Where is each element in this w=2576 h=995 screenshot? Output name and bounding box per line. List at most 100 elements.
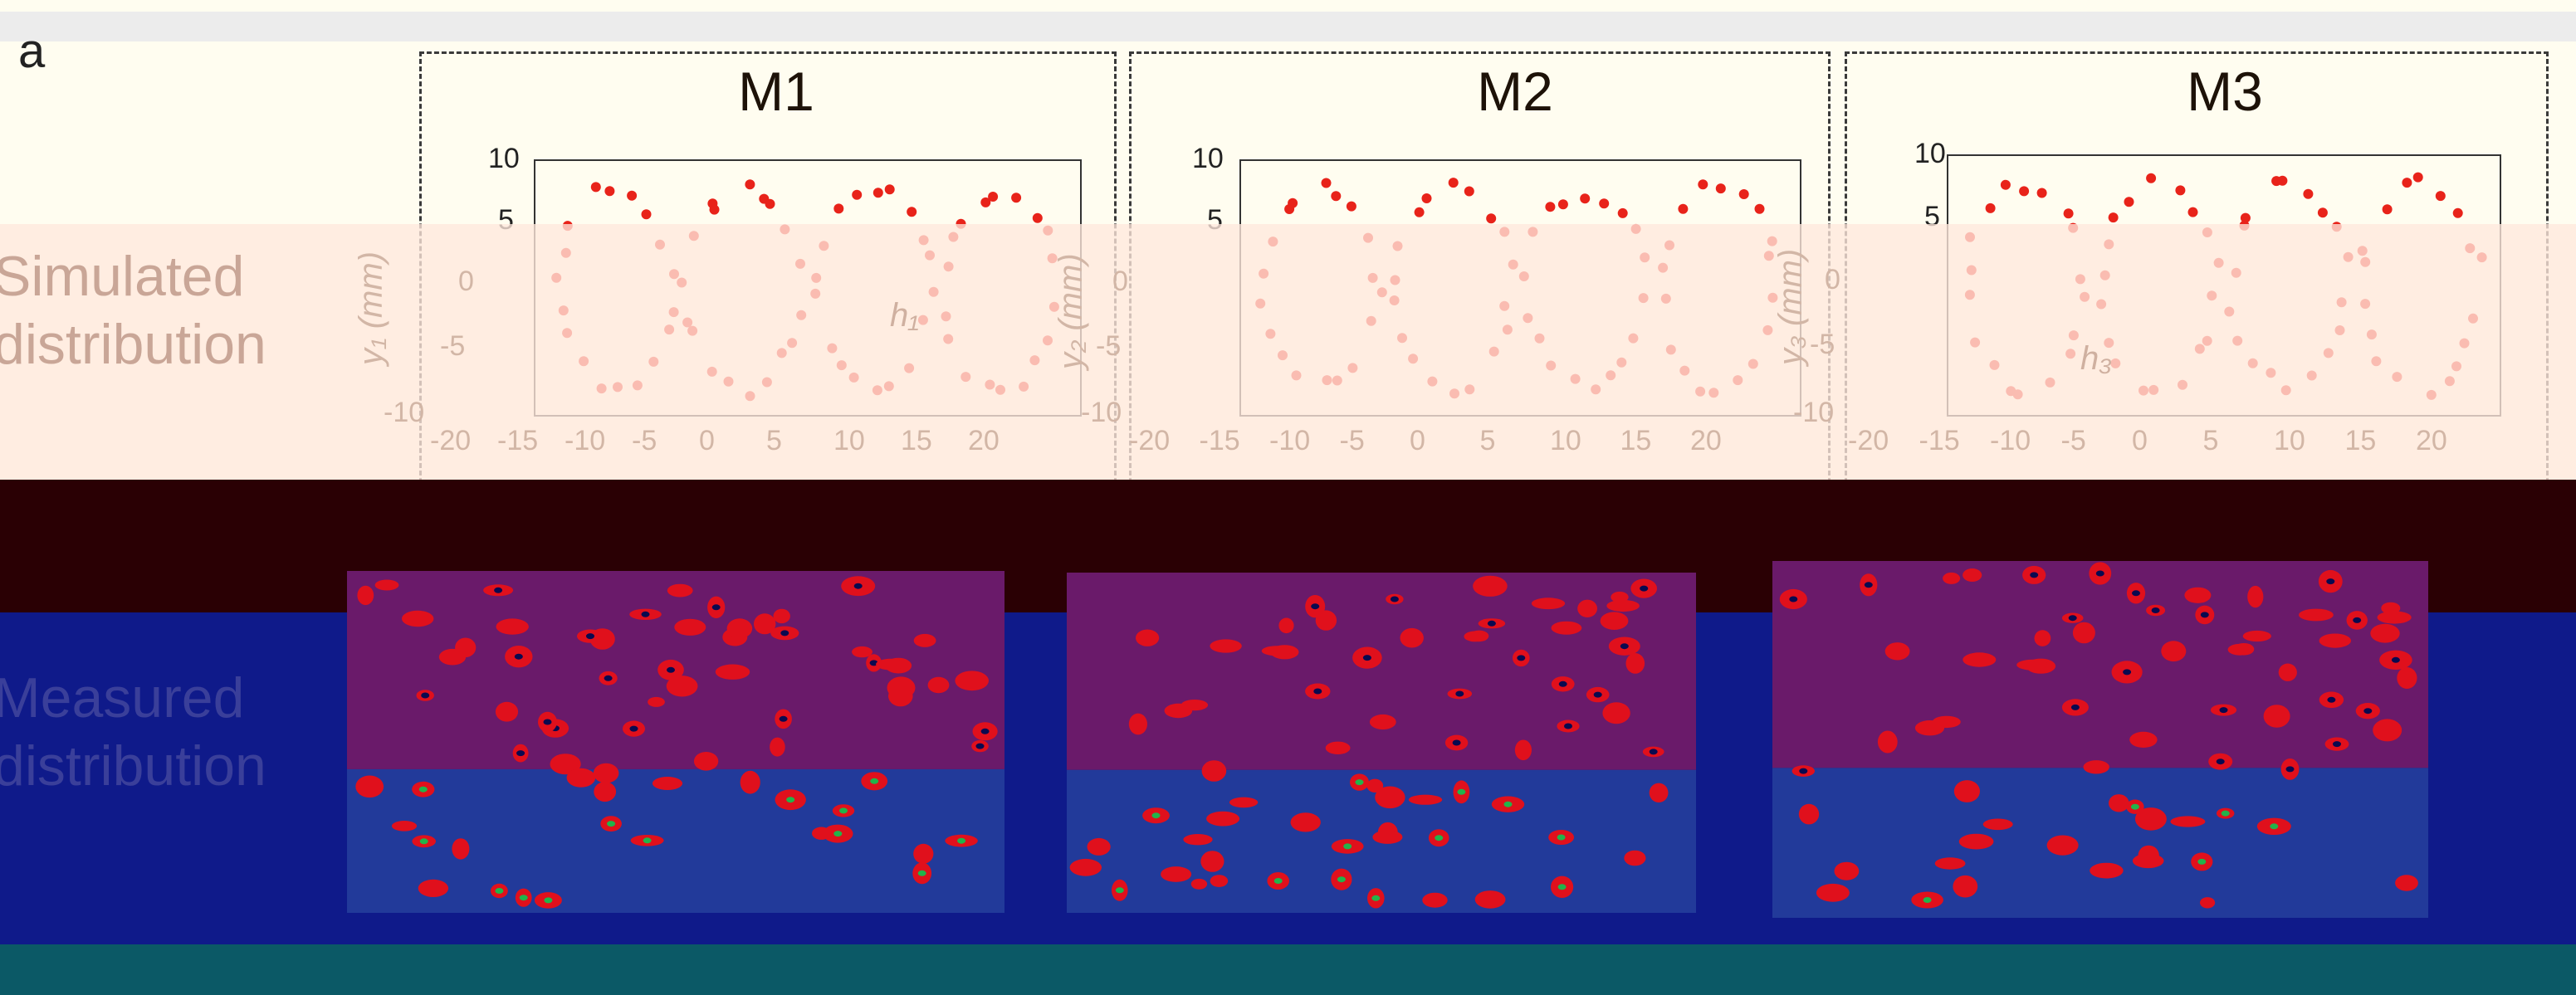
heatmap-spot [852, 646, 873, 658]
heatmap-spot-core [870, 778, 879, 784]
heatmap-spot [1400, 627, 1424, 648]
heatmap-spot [1261, 646, 1293, 656]
scatter-point [1421, 193, 1432, 203]
heatmap-spot-core [495, 888, 504, 894]
heatmap-spot [1624, 850, 1646, 866]
heatmap-spot-core [2285, 766, 2295, 773]
heatmap-spot-core [2095, 570, 2104, 577]
scatter-point [980, 197, 991, 207]
heatmap-spot [913, 843, 934, 864]
heatmap-spot [2278, 663, 2297, 681]
heatmap-spot-core [786, 797, 795, 803]
scatter-point [2435, 191, 2446, 202]
scatter-point [873, 188, 883, 198]
group-title-m1: M1 [738, 61, 814, 122]
heatmap-spot-core [516, 750, 525, 757]
heatmap-spot-core [980, 728, 990, 734]
scatter-point [1032, 212, 1043, 223]
scatter-point [2124, 197, 2134, 207]
scatter-point [2019, 186, 2030, 197]
scatter-point [852, 189, 863, 200]
row-label-simulated-line1: Simulated [0, 245, 245, 308]
heatmap-spot [955, 671, 989, 691]
heatmap-spot-core [1799, 768, 1808, 774]
heatmap-spot-core [780, 630, 789, 637]
scatter-point [2036, 188, 2047, 198]
heatmap-spot-core [957, 837, 966, 844]
heatmap-spot-core [2130, 803, 2139, 810]
heatmap-spot [594, 781, 617, 802]
scatter-point [2187, 207, 2198, 217]
heatmap-spot [355, 775, 384, 798]
heatmap-spot [2046, 835, 2079, 856]
scatter-point [2240, 212, 2251, 223]
x-tick-20-m1: 20 [968, 425, 1000, 456]
scatter-point [1599, 198, 1610, 209]
scatter-point [1738, 189, 1749, 199]
heatmap-spot [1422, 892, 1448, 908]
group-title-m2: M2 [1477, 61, 1553, 122]
heatmap-spot-core [1557, 834, 1566, 841]
heatmap-lower-region [1772, 768, 2428, 918]
heatmap-spot-core [1864, 582, 1873, 588]
heatmap-spot [1531, 597, 1566, 610]
heatmap-spot [1408, 794, 1443, 805]
heatmap-m2 [1067, 573, 1696, 913]
heatmap-m3 [1772, 561, 2428, 918]
heatmap-spot-core [421, 692, 430, 699]
heatmap-spot-core [2219, 707, 2228, 714]
heatmap-spot-core [2353, 617, 2362, 623]
heatmap-spot-core [494, 587, 503, 593]
heatmap-spot-core [2326, 578, 2335, 585]
x-tick-10-m3: 10 [2274, 425, 2305, 456]
x-tick-20-m3: 20 [2416, 425, 2447, 456]
x-tick--15-m3: -15 [1919, 425, 1960, 456]
heatmap-spot [1958, 833, 1994, 850]
heatmap-spot [2377, 611, 2412, 624]
scatter-point [641, 209, 652, 220]
heatmap-spot [1200, 851, 1224, 872]
scatter-point [590, 182, 601, 193]
x-tick-5-m2: 5 [1479, 425, 1496, 456]
heatmap-spot-core [1313, 688, 1322, 695]
heatmap-spot [1183, 834, 1213, 846]
y-tick-neg5-m3: -5 [1810, 329, 1835, 360]
heatmap-spot [1884, 642, 1910, 661]
scatter-point [2146, 173, 2157, 183]
heatmap-spot-core [711, 604, 721, 611]
heatmap-spot [2072, 622, 2095, 644]
heatmap-spot [1366, 778, 1384, 793]
y-tick-10-m2: 10 [1192, 143, 1224, 174]
x-tick-5-m3: 5 [2202, 425, 2219, 456]
scatter-point [2063, 208, 2074, 219]
heatmap-spot [2242, 630, 2271, 642]
top-strip [0, 12, 2576, 41]
x-tick-15-m2: 15 [1620, 425, 1652, 456]
heatmap-spot [1798, 803, 1820, 825]
heatmap-spot [1372, 830, 1403, 844]
x-tick-0-m2: 0 [1410, 425, 1425, 456]
heatmap-spot-core [2363, 708, 2373, 715]
x-tick-10-m2: 10 [1550, 425, 1581, 456]
scatter-point [907, 207, 917, 217]
heatmap-spot [2247, 585, 2264, 608]
heatmap-spot-core [543, 719, 552, 725]
heatmap-spot-core [1640, 585, 1649, 592]
heatmap-spot-core [2123, 669, 2132, 676]
heatmap-spot [2134, 807, 2167, 831]
heatmap-spot [1136, 629, 1160, 646]
heatmap-spot [2090, 862, 2124, 879]
row-label-measured: Measured distribution [0, 664, 266, 800]
hole-label-h1: h₁ [890, 297, 919, 334]
heatmap-spot-core [2327, 696, 2336, 703]
heatmap-spot [1602, 702, 1630, 724]
heatmap-spot [1206, 811, 1240, 827]
hole-label-h3: h₃ [2080, 340, 2113, 377]
heatmap-spot [1514, 739, 1532, 761]
heatmap-upper-region [1067, 573, 1696, 770]
heatmap-spot-core [779, 715, 788, 722]
heatmap-spot [1943, 572, 1961, 584]
heatmap-spot [812, 827, 831, 840]
heatmap-spot [2319, 633, 2351, 648]
scatter-point [2303, 188, 2314, 199]
